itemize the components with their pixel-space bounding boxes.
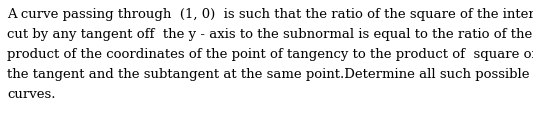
Text: the tangent and the subtangent at the same point.Determine all such possible: the tangent and the subtangent at the sa… [7,68,529,81]
Text: cut by any tangent off  the y - axis to the subnormal is equal to the ratio of t: cut by any tangent off the y - axis to t… [7,28,532,41]
Text: A curve passing through  (1, 0)  is such that the ratio of the square of the int: A curve passing through (1, 0) is such t… [7,8,533,21]
Text: curves.: curves. [7,88,55,101]
Text: product of the coordinates of the point of tangency to the product of  square of: product of the coordinates of the point … [7,48,533,61]
